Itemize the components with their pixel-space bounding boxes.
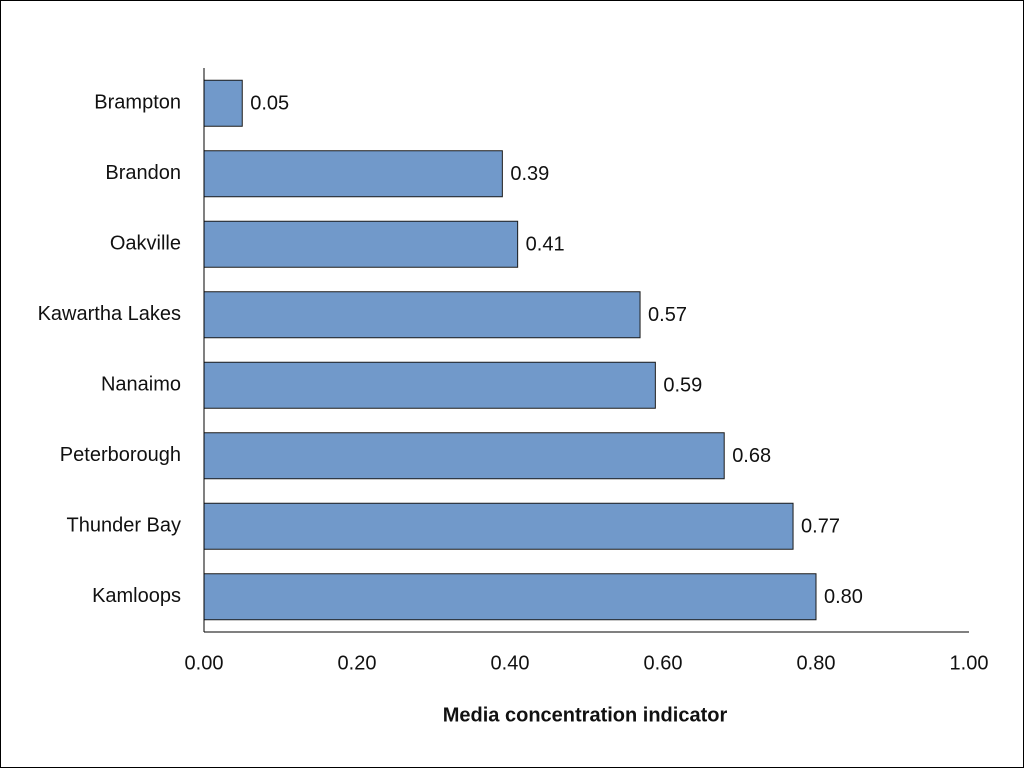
value-label: 0.57 [648, 304, 687, 326]
y-tick-label: Brampton [94, 92, 181, 114]
y-tick-label: Kawartha Lakes [38, 303, 181, 325]
bar [203, 361, 656, 409]
bar [203, 150, 503, 198]
bar [203, 432, 725, 480]
bar [203, 573, 817, 621]
bar [203, 79, 243, 127]
y-tick-label: Peterborough [60, 444, 181, 466]
value-label: 0.77 [801, 516, 840, 538]
x-tick-label: 0.40 [491, 652, 530, 674]
value-label: 0.68 [732, 445, 771, 467]
value-label: 0.39 [510, 163, 549, 185]
y-tick-label: Kamloops [92, 585, 181, 607]
value-label: 0.59 [663, 375, 702, 397]
y-tick-label: Brandon [105, 162, 181, 184]
value-label: 0.80 [824, 586, 863, 608]
value-label: 0.05 [250, 93, 289, 115]
bar [203, 291, 641, 339]
bar [203, 502, 794, 550]
x-axis-title: Media concentration indicator [443, 704, 728, 726]
x-tick-label: 0.60 [644, 652, 683, 674]
bar [203, 220, 519, 268]
y-tick-label: Oakville [110, 233, 181, 255]
y-tick-label: Nanaimo [101, 374, 181, 396]
x-tick-label: 0.00 [185, 652, 224, 674]
x-tick-label: 0.80 [797, 652, 836, 674]
value-label: 0.41 [526, 234, 565, 256]
y-tick-label: Thunder Bay [66, 515, 181, 537]
x-tick-label: 0.20 [338, 652, 377, 674]
x-tick-label: 1.00 [950, 652, 989, 674]
